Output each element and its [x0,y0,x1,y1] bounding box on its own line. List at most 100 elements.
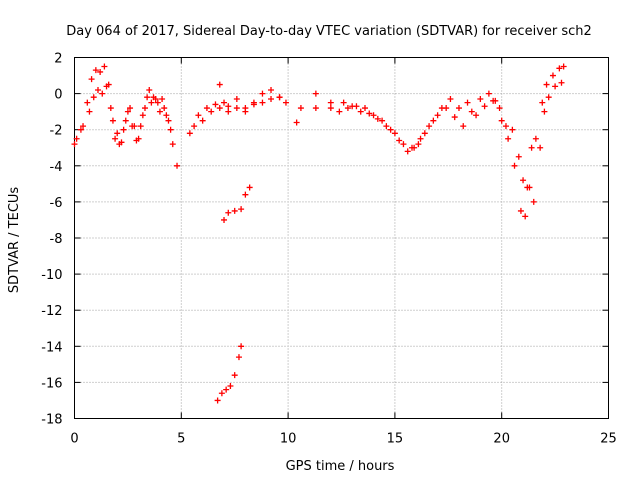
data-point [556,65,563,72]
data-point [161,105,168,112]
data-point [144,94,151,101]
data-point [139,112,146,119]
data-point [400,141,407,148]
x-tick-label: 0 [70,432,78,447]
data-point [468,108,475,115]
data-point [127,105,134,112]
y-tick-label: -14 [41,340,62,355]
data-point [522,213,529,220]
data-point [120,126,127,133]
x-tick-label: 15 [387,432,404,447]
data-point [235,354,242,361]
data-point [276,94,283,101]
data-point [86,108,93,115]
data-point [137,123,144,130]
data-point [146,86,153,93]
data-point [238,343,245,350]
data-point [366,110,373,117]
data-point [524,184,531,191]
data-point [238,206,245,213]
y-tick-label: -10 [41,268,62,283]
data-point [549,72,556,79]
data-point [481,103,488,110]
data-point [408,144,415,151]
grid-lines [74,57,609,419]
data-point [349,103,356,110]
x-tick-label: 5 [177,432,185,447]
data-point [167,126,174,133]
data-point [490,97,497,104]
series-arc-6 [214,343,245,404]
data-point [396,137,403,144]
data-point [159,96,166,103]
data-point [203,105,210,112]
y-tick-label: -6 [50,196,63,211]
data-point [84,99,91,106]
data-point [97,68,104,75]
data-point [282,99,289,106]
data-point [124,108,131,115]
data-point [560,63,567,70]
y-tick-label: 2 [54,52,62,67]
data-point [374,115,381,122]
y-tick-label: -12 [41,304,62,319]
data-point [233,96,240,103]
data-point [225,108,232,115]
series-arc-4 [191,94,283,130]
data-point [116,141,123,148]
series-arc-2 [73,83,174,148]
data-point [73,135,80,142]
data-point [109,117,116,124]
data-point [496,105,503,112]
data-point [129,123,136,130]
data-point [520,177,527,184]
data-point [543,81,550,88]
y-axis-label: SDTVAR / TECUs [7,187,22,294]
data-point [165,117,172,124]
data-point [99,90,106,97]
data-point [150,94,157,101]
data-point [370,112,377,119]
data-point [77,126,84,133]
data-point [163,112,170,119]
data-point [80,123,87,130]
x-axis-label: GPS time / hours [286,459,395,474]
data-point [415,141,422,148]
data-point [357,108,364,115]
data-point [530,198,537,205]
data-point [216,105,223,112]
data-point [148,99,155,106]
data-point [259,99,266,106]
data-point [532,135,539,142]
data-point [505,135,512,142]
data-point [438,105,445,112]
data-point [225,209,232,216]
data-point [511,162,518,169]
data-point [541,108,548,115]
data-point [447,96,454,103]
data-point [218,390,225,397]
x-tick-label: 25 [600,432,617,447]
data-marks [71,63,567,404]
y-tick-label: -8 [50,232,63,247]
data-point [558,79,565,86]
chart-title: Day 064 of 2017, Sidereal Day-to-day VTE… [66,24,592,39]
y-tick-label: 0 [54,88,62,103]
data-point [191,123,198,130]
data-point [233,105,240,112]
data-point [103,83,110,90]
data-point [225,103,232,110]
y-tick-label: -18 [41,413,62,428]
data-point [216,81,223,88]
data-point [208,108,215,115]
data-point [242,108,249,115]
data-point [199,117,206,124]
data-point [361,105,368,112]
axis-ticks: 0 5 10 15 20 25 -18 -16 -14 -12 -10 -8 -6 -4 -2 0 2 [41,52,617,447]
data-point [227,383,234,390]
data-point [430,117,437,124]
data-point [114,130,121,137]
data-point [464,99,471,106]
